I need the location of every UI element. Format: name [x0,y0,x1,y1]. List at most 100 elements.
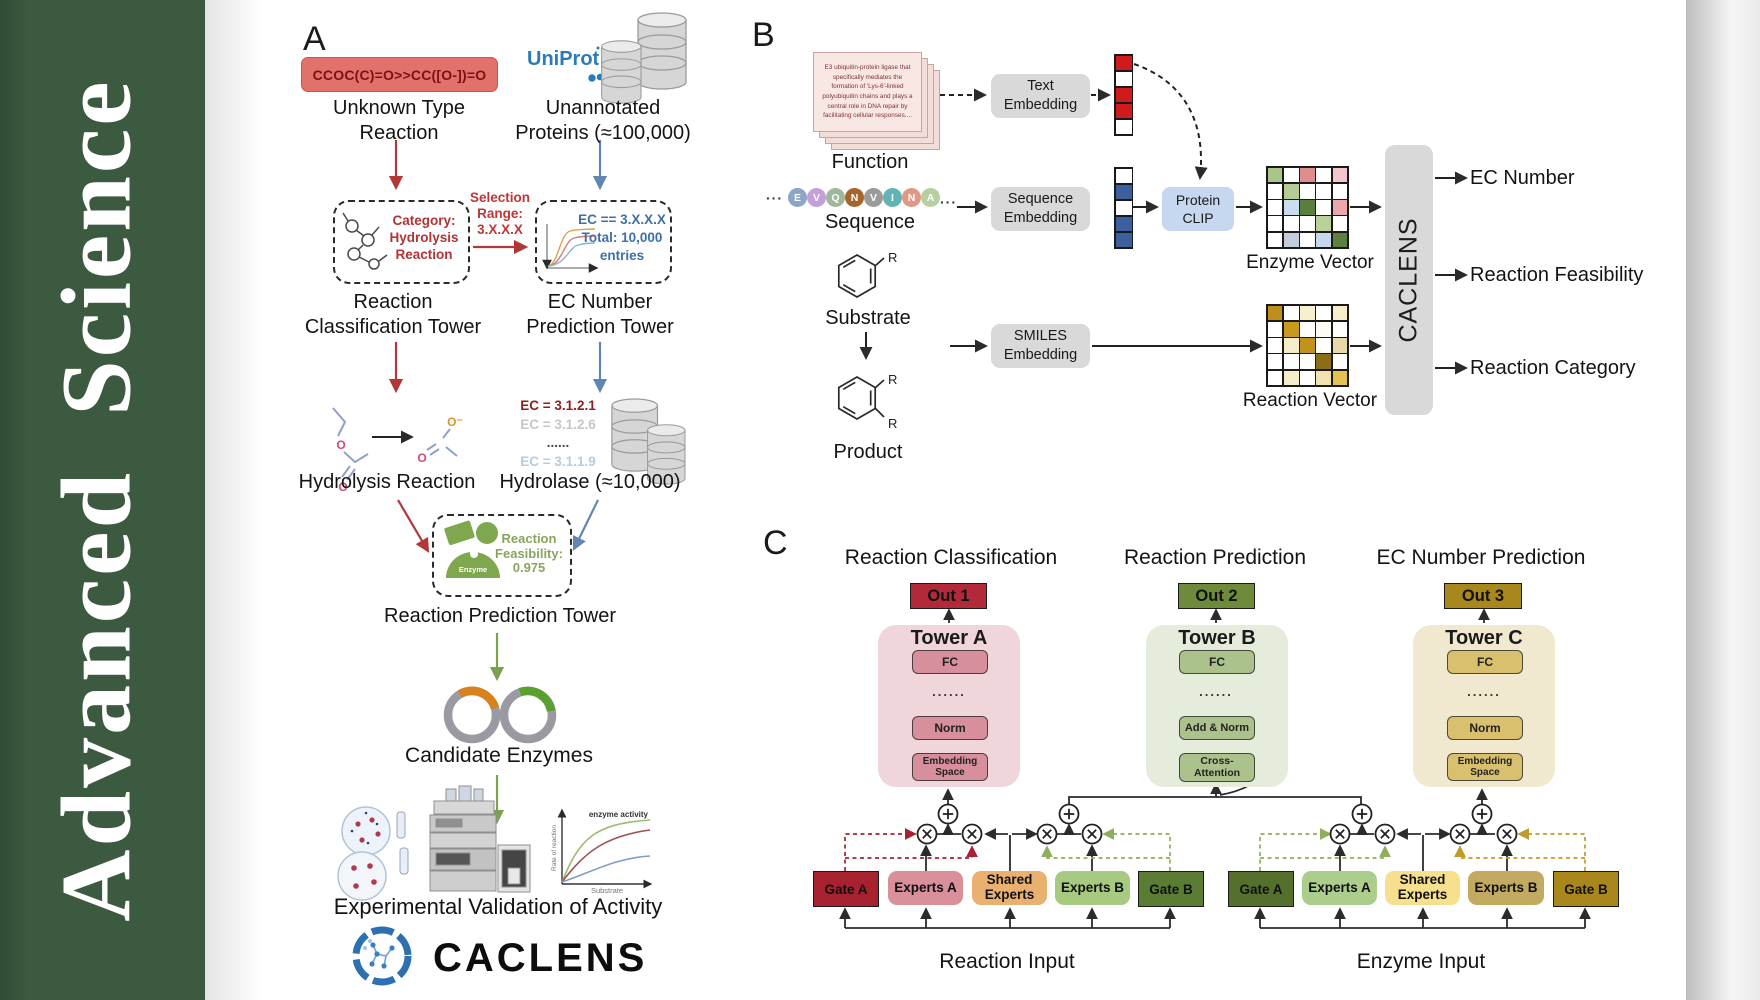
benzene-substrate-icon [837,254,877,298]
reaction-prediction-tower-caption: Reaction Prediction Tower [384,605,616,627]
panel-a-label: A [303,20,326,58]
product-caption: Product [833,441,903,463]
plasmid-icons [443,686,557,744]
sequence-ellipsis-right: ··· [940,194,957,210]
atom-o: O [336,438,345,452]
vector-cell [1316,216,1332,232]
atom-o-minus: O⁻ [447,415,463,429]
residue-circle: Q [826,188,845,207]
vector-cell [1283,354,1299,370]
experimental-validation-caption: Experimental Validation of Activity [333,894,663,919]
sequence-ellipsis-left: ··· [766,190,783,206]
kinetics-plot: enzyme activity Rate of reaction Substra… [551,808,653,895]
tower-b-cross-attention: Cross- Attention [1179,753,1255,782]
tower-a-fc: FC [912,650,988,674]
sample-dishes-icon [337,806,409,901]
vector-cell [1332,321,1348,337]
vector-cell [1283,338,1299,353]
vector-cell [1267,321,1283,337]
reaction-vector-matrix [1266,304,1349,387]
vector-cell [1115,232,1132,247]
vector-cell [1283,216,1299,232]
output-reaction-category: Reaction Category [1470,357,1636,379]
reaction-prediction-title: Reaction Prediction [1123,546,1307,569]
residue-circle: V [807,188,826,207]
feasibility-box [432,514,572,597]
vector-cell [1300,232,1315,248]
ec-number-prediction-title: EC Number Prediction [1376,546,1586,569]
ec-number-list: EC = 3.1.2.1 EC = 3.1.2.6...... EC = 3.1.1… [520,397,595,471]
atom-o: O [338,480,347,494]
plot-xlabel: Substrate [591,886,623,895]
tower-b-title: Tower B [1178,627,1256,649]
ec-number-line: EC = 3.1.1.9 [520,453,596,469]
journal-sidebar: Advanced Science [0,0,205,1000]
enzyme-experts-a: Experts A [1302,871,1377,905]
vector-cell [1283,370,1299,386]
vector-cell [1316,183,1332,199]
tower-c-dots: ...... [1467,684,1501,699]
vector-cell [1267,305,1283,321]
enzyme-input-caption: Enzyme Input [1356,950,1486,973]
category-text: Category: Hydrolysis Reaction [389,213,459,262]
text-embedding-vector [1114,54,1133,136]
reaction-shared-experts: Shared Experts [972,871,1047,905]
page-left-shadow [205,0,263,1000]
tower-a-norm: Norm [912,716,988,740]
ec-number-line: EC = 3.1.2.1 [520,398,596,413]
function-caption: Function [831,151,909,173]
enzyme-gate-a: Gate A [1228,871,1294,907]
vector-cell [1316,338,1332,353]
hydrolysis-reaction-caption: Hydrolysis Reaction [298,471,476,493]
vector-cell [1115,71,1132,86]
r-substituent-label: R [888,416,897,431]
reaction-input-caption: Reaction Input [939,950,1075,973]
reaction-classification-title: Reaction Classification [844,546,1058,569]
acetate-molecule-icon: O⁻ O [417,415,463,465]
vector-cell [1115,200,1132,215]
vector-cell [1115,168,1132,183]
unknown-reaction-caption: Unknown Type Reaction [333,97,465,144]
reaction-gate-b: Gate B [1138,871,1204,907]
panel-c-label: C [763,524,788,562]
enzyme-experts-b: Experts B [1468,871,1544,905]
vector-cell [1316,232,1332,248]
vector-cell [1267,167,1283,183]
vector-cell [1267,232,1283,248]
residue-circle: I [883,188,902,207]
plot-curve-label: enzyme activity [589,810,649,819]
r-substituent-label: R [888,250,897,265]
vector-cell [1316,354,1332,370]
output-ec-number: EC Number [1470,167,1575,189]
reaction-gate-a: Gate A [813,871,879,907]
smiles-reaction-pill: CCOC(C)=O>>CC([O-])=O [301,57,498,92]
sum-and-product-nodes [916,803,1518,845]
vector-cell [1267,183,1283,199]
vector-cell [1300,200,1315,215]
out1-box: Out 1 [910,583,987,609]
atom-o: O [417,451,426,465]
vector-cell [1267,354,1283,370]
enzyme-gate-b: Gate B [1553,871,1619,907]
r-substituent-label: R [888,372,897,387]
unannotated-proteins-caption: Unannotated Proteins (≈100,000) [515,97,691,144]
vector-cell [1283,232,1299,248]
reaction-experts-b: Experts B [1055,871,1130,905]
ec-number-prediction-tower-caption: EC Number Prediction Tower [526,291,674,338]
ec-selection-text: EC == 3.X.X.X Total: 10,000 entries [578,212,666,263]
vector-cell [1300,167,1315,183]
vector-cell [1300,370,1315,386]
reaction-feasibility-text: Reaction Feasibility: 0.975 [495,531,563,575]
out3-box: Out 3 [1444,583,1522,609]
vector-cell [1283,183,1299,199]
vector-cell [1300,183,1315,199]
ec-selection-box [535,200,672,284]
output-reaction-feasibility: Reaction Feasibility [1470,264,1644,286]
tower-b-dots: ...... [1199,684,1233,699]
vector-cell [1115,87,1132,102]
ester-molecule-icon: O O [332,407,369,494]
mini-plot-icon [547,224,597,268]
enzyme-icon: Enzyme [444,520,500,578]
